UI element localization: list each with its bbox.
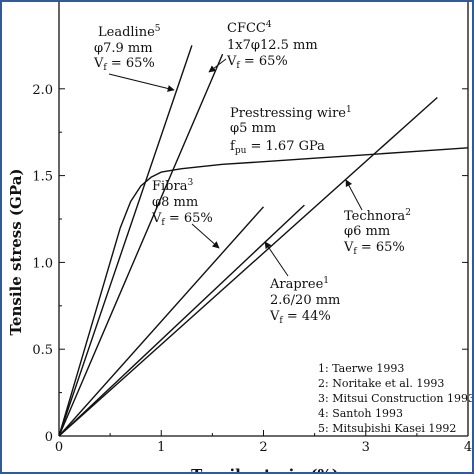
label-cfcc: CFCC4 [227, 20, 272, 36]
x-tick-label: 1 [157, 440, 165, 455]
spec-arapree-1: 2.6/20 mm [270, 293, 340, 308]
spec-leadline-2: Vf = 65% [93, 56, 155, 73]
annotations [108, 58, 363, 277]
spec-fibra-2: Vf = 65% [151, 211, 213, 228]
spec-technora-2: Vf = 65% [343, 240, 405, 257]
y-axis-label: Tensile stress (GPa) [7, 168, 25, 335]
y-tick-label: 0.5 [32, 343, 53, 358]
series-line-fibra [58, 206, 265, 437]
spec-prestressing-wire-2: fpu = 1.67 GPa [230, 139, 325, 156]
reference-item: 5: Mitsubishi Kasei 1992 [318, 422, 456, 435]
x-axis-label: Tensile strain (%) [191, 466, 339, 474]
x-tick-label: 2 [259, 440, 267, 455]
x-tick-label: 0 [55, 440, 63, 455]
leader-arrow-fibra [191, 223, 220, 249]
y-tick-label: 1.5 [32, 170, 53, 185]
series-line-arapree [58, 204, 305, 437]
leader-arrow-leadline [108, 73, 175, 92]
label-arapree: Arapree1 [269, 276, 329, 292]
y-tick-label: 1.0 [32, 256, 53, 271]
label-technora: Technora2 [344, 208, 411, 224]
y-tick-label: 0 [45, 430, 53, 445]
leader-arrow-technora [345, 179, 363, 211]
series-lines [58, 45, 469, 437]
spec-cfcc-1: 1x7φ12.5 mm [227, 38, 318, 53]
reference-item: 2: Noritake et al. 1993 [318, 377, 444, 390]
label-leadline: Leadline5 [98, 24, 161, 40]
spec-fibra-1: φ8 mm [152, 195, 198, 210]
reference-item: 3: Mitsui Construction 1993 [318, 392, 474, 405]
series-line-prestressing-wire [58, 147, 469, 437]
spec-prestressing-wire-1: φ5 mm [230, 121, 276, 136]
y-tick-label: 2.0 [32, 83, 53, 98]
series-line-leadline [58, 45, 193, 437]
label-prestressing-wire: Prestressing wire1 [230, 105, 352, 121]
spec-leadline-1: φ7.9 mm [94, 41, 153, 56]
spec-cfcc-2: Vf = 65% [226, 54, 288, 71]
spec-arapree-2: Vf = 44% [269, 309, 331, 326]
reference-item: 4: Santoh 1993 [318, 407, 403, 420]
spec-technora-1: φ6 mm [344, 224, 390, 239]
leader-arrow-arapree [264, 241, 289, 277]
ticks: 0 1 2 3 4 0 0.5 1.0 1.5 2.0 [32, 83, 472, 455]
series-line-technora [58, 96, 438, 437]
x-tick-label: 4 [464, 440, 472, 455]
series-line-cfcc [58, 53, 224, 437]
leader-arrow-cfcc [208, 58, 227, 73]
reference-item: 1: Taerwe 1993 [318, 362, 404, 375]
references-list: 1: Taerwe 1993 2: Noritake et al. 1993 3… [318, 362, 474, 435]
label-fibra: Fibra3 [152, 178, 193, 194]
x-tick-label: 3 [362, 440, 370, 455]
